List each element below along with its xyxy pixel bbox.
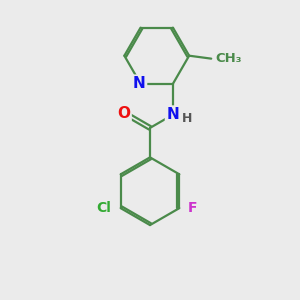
Text: CH₃: CH₃ — [216, 52, 242, 65]
Text: N: N — [133, 76, 146, 91]
Text: Cl: Cl — [96, 201, 111, 215]
Text: H: H — [182, 112, 193, 125]
Text: O: O — [117, 106, 130, 121]
Text: F: F — [188, 201, 198, 215]
Text: N: N — [167, 107, 179, 122]
